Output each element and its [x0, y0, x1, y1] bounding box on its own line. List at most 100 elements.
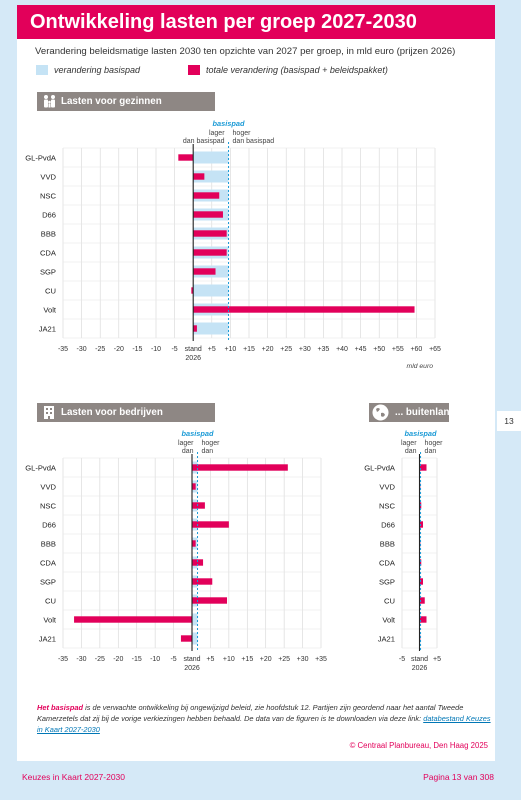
tick-label: -15: [132, 346, 142, 353]
chart-subtitle: Verandering beleidsmatige lasten 2030 te…: [35, 46, 456, 57]
hoger-label: hoger: [233, 130, 252, 137]
total-bar: [193, 249, 227, 256]
tick-label: -25: [95, 346, 105, 353]
tick-label: -35: [58, 346, 68, 353]
tick-label: +5: [206, 656, 214, 663]
tick-label: -5: [399, 656, 405, 663]
category-label: SGP: [40, 578, 56, 587]
category-label: JA21: [39, 635, 56, 644]
page-tab[interactable]: 13: [497, 411, 521, 431]
panel-title-gezinnen: Lasten voor gezinnen: [61, 96, 162, 107]
tick-label: +5: [208, 346, 216, 353]
basispad-bar: [192, 632, 198, 645]
footer-publication: Keuzes in Kaart 2027-2030: [22, 772, 126, 782]
basispad-label: basispad: [405, 429, 438, 438]
copyright: © Centraal Planbureau, Den Haag 2025: [349, 741, 488, 750]
tick-label: -30: [76, 656, 86, 663]
total-bar: [419, 464, 427, 471]
panel-title-buitenland: ... buitenland: [395, 407, 456, 418]
tick-label: +15: [241, 656, 253, 663]
legend-label-basispad: verandering basispad: [54, 65, 141, 75]
tick-label: -15: [132, 656, 142, 663]
total-bar: [180, 635, 192, 642]
total-bar: [193, 268, 216, 275]
panel-header-bedrijven: Lasten voor bedrijven: [37, 403, 215, 422]
total-bar: [192, 597, 228, 604]
tick-label: +15: [243, 346, 255, 353]
year-label: 2026: [412, 665, 428, 672]
total-bar: [193, 325, 197, 332]
page-title: Ontwikkeling lasten per groep 2027-2030: [30, 11, 417, 33]
year-label: 2026: [185, 355, 201, 362]
basispad-bar: [192, 613, 198, 626]
tick-label: +20: [260, 656, 272, 663]
category-label: D66: [42, 211, 56, 220]
basispad-bar: [193, 322, 229, 335]
tick-label: +20: [262, 346, 274, 353]
tick-label: +25: [278, 656, 290, 663]
hoger-label: hoger: [202, 440, 221, 447]
tick-label: -35: [58, 656, 68, 663]
globe-icon: [372, 404, 389, 421]
family-icon: [44, 95, 55, 108]
dan-label: dan: [202, 448, 214, 455]
category-label: SGP: [40, 268, 56, 277]
category-label: JA21: [378, 635, 395, 644]
stand-label: stand: [183, 656, 200, 663]
legend-label-totaal: totale verandering (basispad + beleidspa…: [206, 65, 388, 75]
tick-label: +55: [392, 346, 404, 353]
total-bar: [419, 597, 425, 604]
total-bar: [193, 173, 205, 180]
total-bar: [192, 521, 229, 528]
footer-page-number: Pagina 13 van 308: [423, 772, 494, 782]
basispad-bar: [193, 284, 229, 297]
category-label: CDA: [379, 559, 396, 568]
tick-label: +40: [336, 346, 348, 353]
tick-label: +10: [224, 346, 236, 353]
total-bar: [192, 540, 196, 547]
category-label: BBB: [380, 540, 395, 549]
dan-label: dan: [425, 448, 437, 455]
page-card: [17, 5, 495, 761]
category-label: SGP: [379, 578, 395, 587]
category-label: Volt: [43, 616, 57, 625]
tick-label: -25: [95, 656, 105, 663]
total-bar: [419, 616, 427, 623]
category-label: VVD: [40, 483, 56, 492]
tick-label: -10: [150, 656, 160, 663]
category-label: CU: [45, 287, 56, 296]
tick-label: +30: [299, 346, 311, 353]
footnote-lead: Het basispad: [37, 703, 84, 712]
unit-label: mld euro: [407, 363, 434, 370]
total-bar: [192, 502, 205, 509]
dan-label: dan: [182, 448, 194, 455]
dan-basispad-label: dan basispad: [183, 138, 225, 145]
total-bar: [193, 192, 220, 199]
category-label: GL-PvdA: [364, 464, 396, 473]
category-label: BBB: [41, 230, 56, 239]
tick-label: +35: [317, 346, 329, 353]
category-label: Volt: [43, 306, 57, 315]
tick-label: -20: [113, 656, 123, 663]
category-label: BBB: [41, 540, 56, 549]
lager-label: lager: [209, 130, 225, 137]
tick-label: +10: [223, 656, 235, 663]
tick-label: +5: [433, 656, 441, 663]
data-download-link[interactable]: databestand Keuzes in Kaart 2027-2030: [37, 714, 491, 734]
category-label: D66: [42, 521, 56, 530]
total-bar: [192, 578, 213, 585]
category-label: CU: [45, 597, 56, 606]
tick-label: +65: [429, 346, 441, 353]
basispad-label: basispad: [182, 429, 215, 438]
category-label: GL-PvdA: [25, 464, 57, 473]
dan-label: dan: [405, 448, 417, 455]
title-bar: Ontwikkeling lasten per groep 2027-2030: [17, 5, 495, 39]
building-icon: [44, 406, 54, 419]
footnote-body: is de verwachte ontwikkeling bij ongewij…: [37, 703, 464, 723]
hoger-label: hoger: [425, 440, 444, 447]
total-bar: [419, 559, 422, 566]
category-label: VVD: [40, 173, 56, 182]
tick-label: +45: [355, 346, 367, 353]
category-label: CDA: [40, 249, 57, 258]
